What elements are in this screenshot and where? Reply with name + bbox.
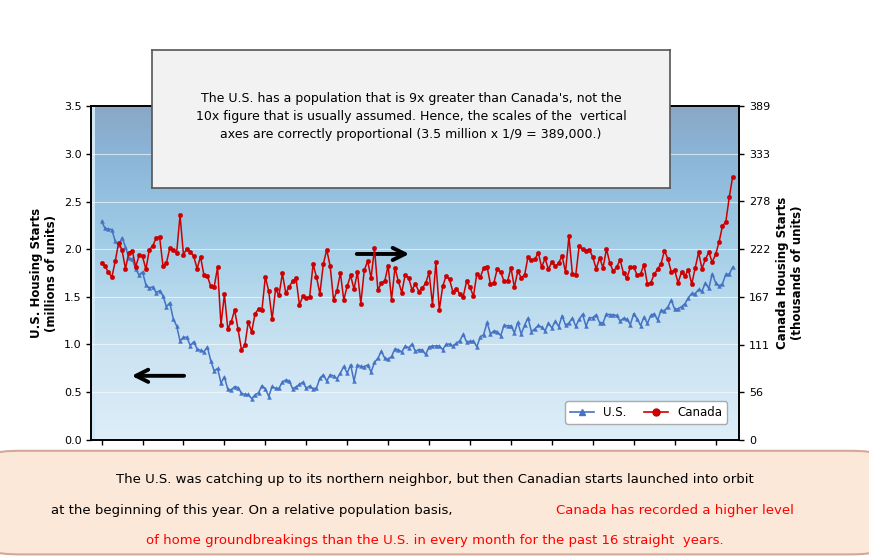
X-axis label: Year and month: Year and month [353, 474, 477, 488]
Legend: U.S., Canada: U.S., Canada [565, 402, 726, 424]
Text: Canada has recorded a higher level: Canada has recorded a higher level [555, 505, 793, 517]
FancyBboxPatch shape [0, 451, 869, 554]
Text: of home groundbreakings than the U.S. in every month for the past 16 straight  y: of home groundbreakings than the U.S. in… [146, 534, 723, 548]
Y-axis label: U.S. Housing Starts
(millions of units): U.S. Housing Starts (millions of units) [30, 208, 58, 338]
Y-axis label: Canada Housing Starts
(thousands of units): Canada Housing Starts (thousands of unit… [775, 197, 803, 349]
Text: The U.S. was catching up to its northern neighbor, but then Canadian starts laun: The U.S. was catching up to its northern… [116, 473, 753, 486]
Text: The U.S. has a population that is 9x greater than Canada's, not the
10x figure t: The U.S. has a population that is 9x gre… [196, 92, 626, 141]
Text: at the beginning of this year. On a relative population basis,: at the beginning of this year. On a rela… [50, 505, 456, 517]
